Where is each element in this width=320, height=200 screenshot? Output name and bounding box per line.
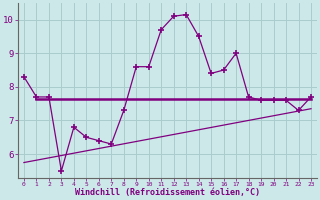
- X-axis label: Windchill (Refroidissement éolien,°C): Windchill (Refroidissement éolien,°C): [75, 188, 260, 197]
